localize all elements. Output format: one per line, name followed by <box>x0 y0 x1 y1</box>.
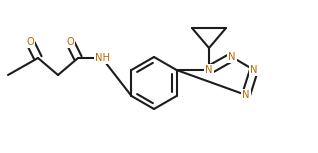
Text: N: N <box>242 90 250 100</box>
Text: N: N <box>250 65 258 75</box>
Text: O: O <box>66 37 74 47</box>
Text: N: N <box>205 65 213 75</box>
Text: NH: NH <box>94 53 109 63</box>
Text: O: O <box>26 37 34 47</box>
Text: N: N <box>228 52 236 62</box>
